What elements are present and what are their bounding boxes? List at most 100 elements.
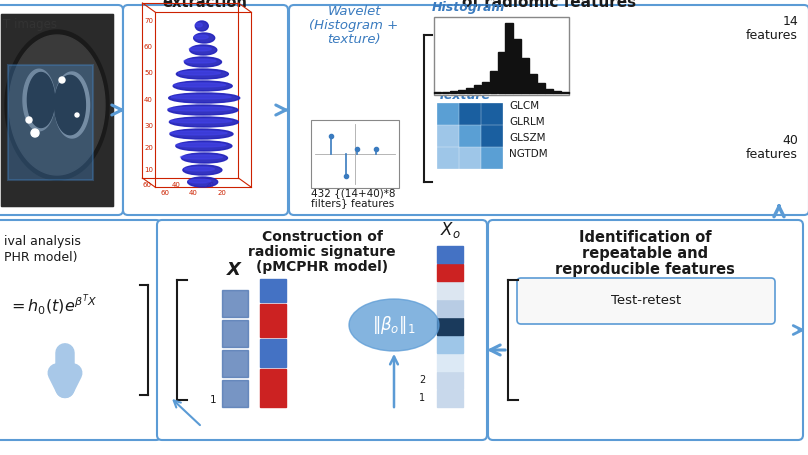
Bar xyxy=(437,390,463,407)
Bar xyxy=(513,39,521,93)
Bar xyxy=(498,51,505,93)
Text: Identification of: Identification of xyxy=(579,230,711,245)
Text: Histogram: Histogram xyxy=(432,1,505,14)
Ellipse shape xyxy=(182,153,228,163)
Bar xyxy=(1,14,113,206)
Bar xyxy=(437,318,463,335)
Polygon shape xyxy=(55,76,86,135)
Ellipse shape xyxy=(184,57,221,67)
Bar xyxy=(260,339,286,367)
Bar xyxy=(437,147,458,168)
Ellipse shape xyxy=(184,59,216,63)
Bar xyxy=(437,125,458,146)
Text: extraction: extraction xyxy=(162,0,247,10)
Bar xyxy=(434,92,441,93)
Text: $= h_0(t)e^{\beta^T X}$: $= h_0(t)e^{\beta^T X}$ xyxy=(8,293,98,318)
Ellipse shape xyxy=(170,117,238,127)
Bar xyxy=(434,17,569,95)
Ellipse shape xyxy=(179,71,221,75)
Text: 60: 60 xyxy=(160,190,169,196)
Circle shape xyxy=(26,117,32,123)
Text: 40: 40 xyxy=(144,96,153,102)
Bar xyxy=(481,125,502,146)
Bar xyxy=(260,304,286,337)
Text: repeatable and: repeatable and xyxy=(582,246,708,261)
Text: PHR model): PHR model) xyxy=(4,251,78,264)
Bar xyxy=(473,86,481,93)
Bar xyxy=(222,380,248,407)
Text: 40: 40 xyxy=(189,190,198,196)
Text: (pMCPHR model): (pMCPHR model) xyxy=(256,260,388,274)
Bar xyxy=(437,372,463,389)
Text: ival analysis: ival analysis xyxy=(4,235,81,248)
Polygon shape xyxy=(5,30,109,180)
Ellipse shape xyxy=(189,47,212,51)
Text: GLSZM: GLSZM xyxy=(509,133,545,143)
Ellipse shape xyxy=(196,23,202,27)
Text: 40: 40 xyxy=(782,133,798,147)
Bar xyxy=(537,83,545,93)
Bar xyxy=(437,246,463,263)
Text: 50: 50 xyxy=(144,70,153,76)
Bar xyxy=(442,92,449,93)
Text: Test-retest: Test-retest xyxy=(611,294,681,308)
Ellipse shape xyxy=(196,21,208,31)
FancyBboxPatch shape xyxy=(289,5,808,215)
Bar xyxy=(482,81,489,93)
Bar xyxy=(545,89,553,93)
Text: $\|\beta_o\|_1$: $\|\beta_o\|_1$ xyxy=(372,314,415,336)
Ellipse shape xyxy=(171,95,231,99)
Ellipse shape xyxy=(169,93,240,103)
FancyBboxPatch shape xyxy=(0,5,123,215)
Text: NGTDM: NGTDM xyxy=(509,149,548,159)
Text: 60: 60 xyxy=(144,44,153,50)
Bar xyxy=(506,23,513,93)
Text: features: features xyxy=(746,148,798,162)
Ellipse shape xyxy=(168,105,238,115)
Ellipse shape xyxy=(174,83,225,87)
Text: $\boldsymbol{X}$: $\boldsymbol{X}$ xyxy=(226,261,244,279)
Bar xyxy=(450,91,457,93)
Bar xyxy=(260,279,286,302)
Text: $\boldsymbol{X_o}$: $\boldsymbol{X_o}$ xyxy=(440,220,461,240)
Bar xyxy=(222,290,248,317)
Bar xyxy=(222,350,248,377)
Text: Wavelet: Wavelet xyxy=(327,5,381,18)
Ellipse shape xyxy=(176,141,232,151)
Ellipse shape xyxy=(189,179,211,183)
Bar xyxy=(437,354,463,371)
Text: 14: 14 xyxy=(782,15,798,28)
Text: 1: 1 xyxy=(419,393,425,403)
Bar xyxy=(437,336,463,353)
Polygon shape xyxy=(23,69,55,131)
Bar xyxy=(459,147,480,168)
Polygon shape xyxy=(27,72,55,127)
Ellipse shape xyxy=(176,143,226,147)
Ellipse shape xyxy=(176,69,229,79)
Text: 4: 4 xyxy=(389,181,393,186)
Text: of radiomic features: of radiomic features xyxy=(462,0,636,10)
Text: filters} features: filters} features xyxy=(311,198,394,208)
FancyBboxPatch shape xyxy=(517,278,775,324)
Bar xyxy=(481,103,502,124)
Text: texture): texture) xyxy=(327,33,381,46)
Text: radiomic signature: radiomic signature xyxy=(248,245,396,259)
Text: Construction of: Construction of xyxy=(262,230,382,244)
Text: 20: 20 xyxy=(205,182,214,188)
Ellipse shape xyxy=(180,155,222,159)
Text: -0.5: -0.5 xyxy=(313,170,324,175)
Text: reproducible features: reproducible features xyxy=(555,262,735,277)
Bar xyxy=(260,369,286,407)
Circle shape xyxy=(75,113,79,117)
Bar xyxy=(437,282,463,299)
Bar xyxy=(465,88,473,93)
Bar xyxy=(553,91,561,93)
Text: features: features xyxy=(746,29,798,42)
Text: 0.5: 0.5 xyxy=(313,133,322,138)
Text: Texture: Texture xyxy=(437,89,490,102)
Bar xyxy=(459,103,480,124)
Polygon shape xyxy=(9,35,105,175)
Bar xyxy=(481,147,502,168)
Ellipse shape xyxy=(190,45,217,55)
Ellipse shape xyxy=(170,119,232,123)
